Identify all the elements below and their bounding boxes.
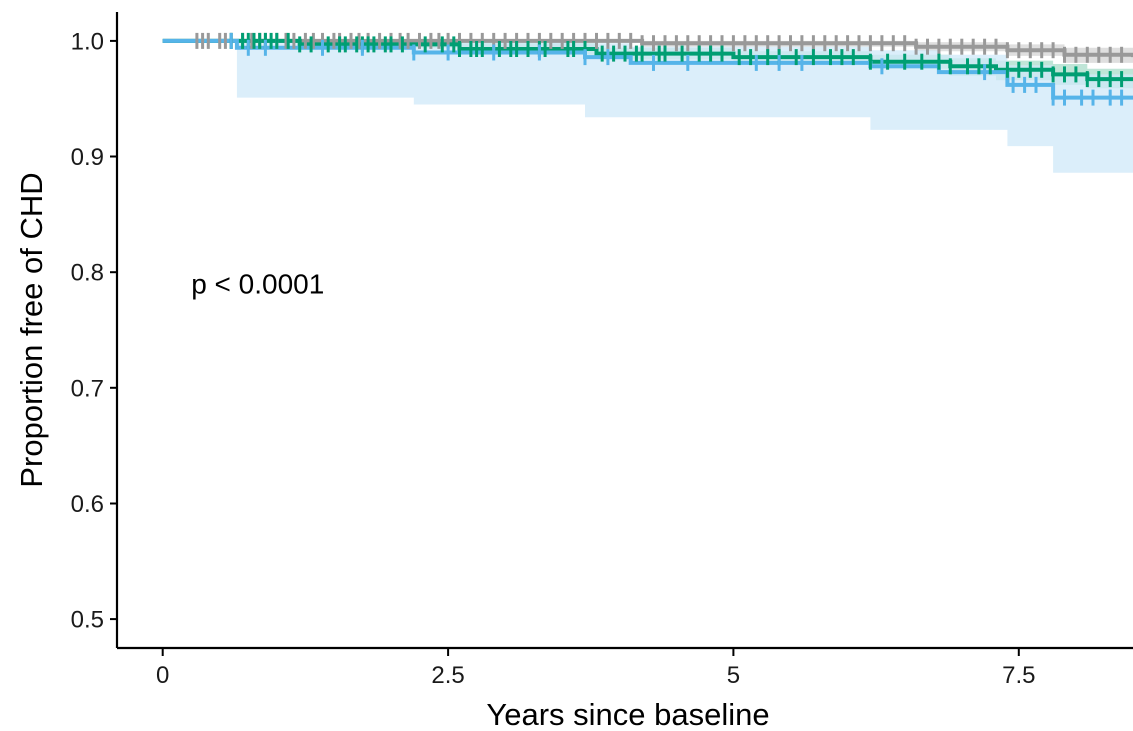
y-tick-label: 0.9 xyxy=(71,144,104,171)
y-axis-title: Proportion free of CHD xyxy=(14,172,49,487)
y-tick-label: 0.6 xyxy=(71,491,104,518)
x-axis-title: Years since baseline xyxy=(486,697,769,731)
censor-marks xyxy=(195,32,1124,106)
y-tick-label: 1.0 xyxy=(71,28,104,55)
y-tick-label: 0.7 xyxy=(71,375,104,402)
x-axis-ticks: 0 2.5 5 7.5 xyxy=(156,648,1035,689)
confidence-bands xyxy=(162,40,1133,173)
confidence-band-2 xyxy=(162,40,1133,173)
x-tick-label: 0 xyxy=(156,662,169,689)
x-tick-label: 5 xyxy=(727,662,740,689)
y-tick-label: 0.8 xyxy=(71,260,104,287)
confidence-band-0 xyxy=(162,40,1133,66)
y-axis-ticks: 0.5 0.6 0.7 0.8 0.9 1.0 xyxy=(71,28,117,634)
x-tick-label: 7.5 xyxy=(1002,662,1035,689)
y-tick-label: 0.5 xyxy=(71,607,104,634)
x-tick-label: 2.5 xyxy=(431,662,464,689)
p-value-annotation: p < 0.0001 xyxy=(191,269,324,300)
